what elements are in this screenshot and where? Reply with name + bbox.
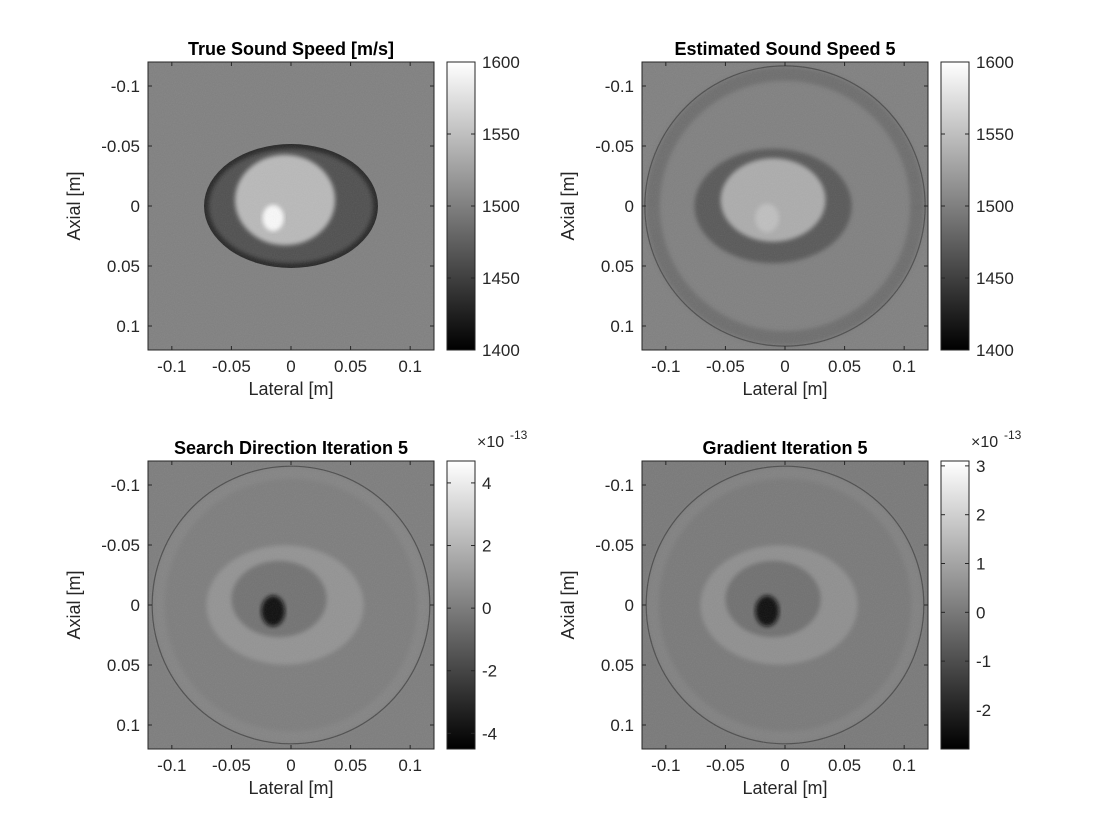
- x-tick-label: 0.1: [398, 357, 422, 376]
- colorbar: [446, 460, 476, 750]
- y-tick-label: 0.1: [116, 716, 140, 735]
- y-tick-label: -0.1: [111, 476, 140, 495]
- y-tick-label: 0.1: [116, 317, 140, 336]
- x-axis-label: Lateral [m]: [248, 379, 333, 399]
- colorbar-tick-label: 1500: [976, 197, 1014, 216]
- y-tick-label: -0.05: [101, 536, 140, 555]
- x-axis-label: Lateral [m]: [742, 778, 827, 798]
- y-axis-label: Axial [m]: [64, 570, 84, 639]
- colorbar-tick-label: 1500: [482, 197, 520, 216]
- colorbar-tick-label: 1550: [976, 125, 1014, 144]
- x-tick-label: 0.05: [828, 357, 861, 376]
- colorbar: [446, 61, 476, 351]
- colorbar-tick-label: 2: [482, 537, 491, 556]
- x-tick-label: -0.05: [212, 357, 251, 376]
- x-tick-label: 0: [286, 357, 295, 376]
- heatmap-texture: [148, 62, 434, 350]
- y-tick-label: 0: [625, 596, 634, 615]
- y-tick-label: 0.05: [107, 257, 140, 276]
- y-tick-label: 0: [131, 197, 140, 216]
- colorbar: [940, 460, 970, 750]
- colorbar-tick-label: 4: [482, 474, 491, 493]
- chart-title: True Sound Speed [m/s]: [188, 39, 394, 59]
- colorbar-tick-label: -1: [976, 652, 991, 671]
- y-tick-label: 0: [625, 197, 634, 216]
- y-tick-label: -0.05: [595, 137, 634, 156]
- x-tick-label: 0.1: [892, 756, 916, 775]
- x-tick-label: -0.05: [706, 357, 745, 376]
- y-axis-label: Axial [m]: [558, 570, 578, 639]
- heatmap-texture: [642, 461, 928, 749]
- x-tick-label: -0.1: [651, 357, 680, 376]
- x-tick-label: 0: [780, 357, 789, 376]
- heatmap-image: [642, 461, 928, 749]
- x-axis-label: Lateral [m]: [742, 379, 827, 399]
- y-axis-label: Axial [m]: [558, 171, 578, 240]
- x-tick-label: 0.05: [334, 357, 367, 376]
- x-tick-label: 0: [286, 756, 295, 775]
- y-tick-label: 0: [131, 596, 140, 615]
- colorbar: [940, 61, 970, 351]
- colorbar-tick-label: 1450: [482, 269, 520, 288]
- colorbar-tick-label: 1600: [976, 53, 1014, 72]
- chart-title: Gradient Iteration 5: [702, 438, 867, 458]
- y-tick-label: 0.05: [107, 656, 140, 675]
- x-tick-label: 0.1: [398, 756, 422, 775]
- x-tick-label: -0.05: [706, 756, 745, 775]
- heatmap-image: [642, 62, 928, 350]
- x-tick-label: -0.1: [651, 756, 680, 775]
- colorbar-exponent-label: ×10: [971, 434, 998, 451]
- y-tick-label: 0.05: [601, 656, 634, 675]
- y-tick-label: -0.1: [111, 77, 140, 96]
- colorbar-tick-label: -4: [482, 724, 497, 743]
- colorbar-exponent: -13: [510, 428, 528, 442]
- x-tick-label: -0.1: [157, 756, 186, 775]
- x-axis-label: Lateral [m]: [248, 778, 333, 798]
- heatmap-image: [148, 62, 434, 350]
- x-tick-label: 0.1: [892, 357, 916, 376]
- y-axis-label: Axial [m]: [64, 171, 84, 240]
- y-tick-label: 0.1: [610, 716, 634, 735]
- colorbar-tick-label: 3: [976, 457, 985, 476]
- colorbar-tick-label: 1550: [482, 125, 520, 144]
- x-tick-label: 0.05: [828, 756, 861, 775]
- colorbar-tick-label: 1450: [976, 269, 1014, 288]
- panel-3: -0.1 -0.05 0 0.05 0.1 -0.1 -0.05 0 0.05 0.1 Search…: [64, 428, 528, 798]
- y-tick-label: 0.05: [601, 257, 634, 276]
- x-tick-label: -0.1: [157, 357, 186, 376]
- colorbar-tick-label: 1400: [482, 341, 520, 360]
- colorbar-tick-label: 0: [976, 603, 985, 622]
- colorbar-tick-label: 1600: [482, 53, 520, 72]
- chart-title: Estimated Sound Speed 5: [674, 39, 895, 59]
- panel-1: -0.1 -0.05 0 0.05 0.1 -0.1 -0.05 0 0.05 0.1 True S…: [64, 39, 520, 399]
- colorbar-tick-label: 0: [482, 599, 491, 618]
- panel-4: -0.1 -0.05 0 0.05 0.1 -0.1 -0.05 0 0.05 0.1 Gradie…: [558, 428, 1022, 798]
- colorbar-tick-label: 1: [976, 555, 985, 574]
- y-tick-label: 0.1: [610, 317, 634, 336]
- colorbar-tick-label: 1400: [976, 341, 1014, 360]
- x-tick-label: 0: [780, 756, 789, 775]
- y-tick-label: -0.05: [595, 536, 634, 555]
- x-tick-label: 0.05: [334, 756, 367, 775]
- heatmap-texture: [642, 62, 928, 350]
- colorbar-exponent-label: ×10: [477, 434, 504, 451]
- colorbar-tick-label: -2: [482, 662, 497, 681]
- colorbar-tick-label: 2: [976, 506, 985, 525]
- y-tick-label: -0.05: [101, 137, 140, 156]
- heatmap-texture: [148, 461, 434, 749]
- colorbar-tick-label: -2: [976, 701, 991, 720]
- colorbar-exponent: -13: [1004, 428, 1022, 442]
- chart-title: Search Direction Iteration 5: [174, 438, 408, 458]
- x-tick-label: -0.05: [212, 756, 251, 775]
- panel-2: -0.1 -0.05 0 0.05 0.1 -0.1 -0.05 0 0.05 0.1 Estima…: [558, 39, 1014, 399]
- y-tick-label: -0.1: [605, 476, 634, 495]
- y-tick-label: -0.1: [605, 77, 634, 96]
- heatmap-image: [148, 461, 434, 749]
